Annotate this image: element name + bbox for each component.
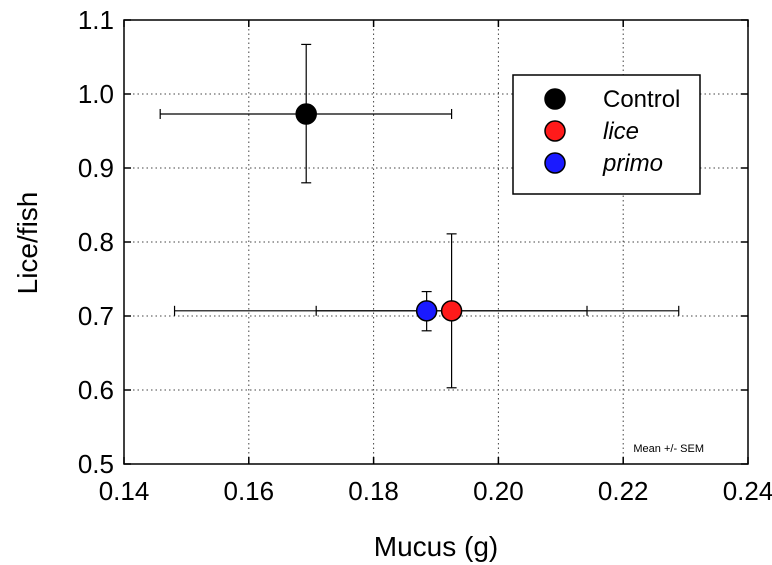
x-tick-label: 0.20 (473, 476, 524, 506)
legend-label-lice: lice (603, 118, 639, 145)
y-tick-label: 0.8 (78, 227, 114, 257)
y-tick-label: 0.9 (78, 153, 114, 183)
y-tick-label: 0.6 (78, 375, 114, 405)
y-axis-label: Lice/fish (12, 192, 43, 295)
point-lice (440, 300, 463, 322)
legend-marker-control (544, 88, 566, 110)
y-tick-label: 1.1 (78, 5, 114, 35)
note-text: Mean +/- SEM (633, 443, 704, 455)
x-axis-label: Mucus (g) (374, 531, 498, 562)
y-tick-label: 0.7 (78, 301, 114, 331)
legend: Control lice primo (512, 74, 701, 195)
legend-marker-primo (544, 152, 566, 174)
x-tick-label: 0.22 (598, 476, 649, 506)
y-tick-label: 0.5 (78, 449, 114, 479)
point-primo (415, 300, 438, 322)
x-tick-label: 0.16 (223, 476, 274, 506)
point-layer (295, 103, 463, 322)
y-tick-label: 1.0 (78, 79, 114, 109)
legend-label-primo: primo (602, 150, 663, 177)
x-tick-label: 0.14 (99, 476, 150, 506)
x-tick-label: 0.24 (723, 476, 772, 506)
tick-layer: 0.14 0.16 0.18 0.20 0.22 0.24 0.5 0.6 0.7 0.8 0.9 1… (78, 5, 772, 506)
legend-marker-lice (544, 120, 566, 142)
legend-box (512, 74, 701, 195)
point-control (295, 103, 317, 125)
legend-label-control: Control (603, 86, 680, 113)
x-tick-label: 0.18 (348, 476, 399, 506)
